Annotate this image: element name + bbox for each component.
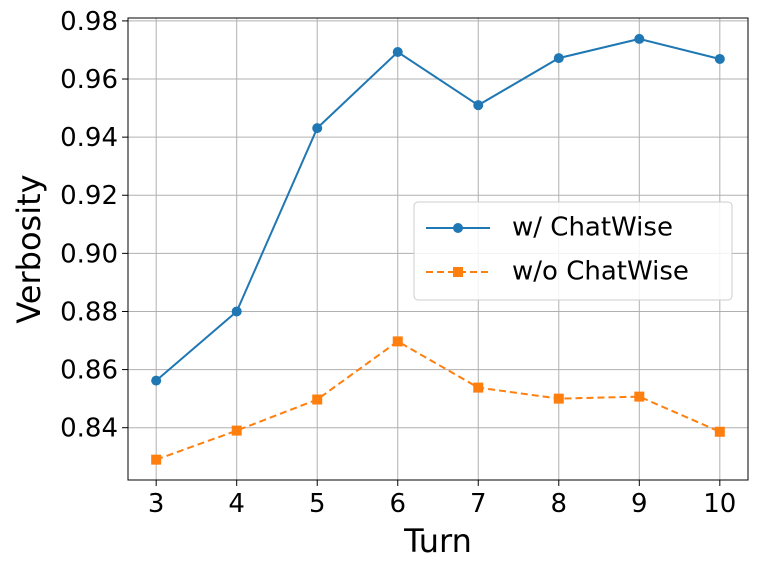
- marker: [553, 53, 564, 64]
- legend-label: w/ ChatWise: [512, 213, 673, 243]
- x-tick-label: 8: [551, 489, 568, 519]
- marker: [634, 391, 645, 402]
- marker: [553, 393, 564, 404]
- marker: [151, 454, 162, 465]
- y-tick-label: 0.90: [60, 239, 118, 269]
- y-tick-label: 0.98: [60, 7, 118, 37]
- x-tick-label: 9: [631, 489, 648, 519]
- marker: [453, 223, 463, 233]
- marker: [473, 382, 484, 393]
- marker: [312, 123, 323, 134]
- marker: [231, 425, 242, 436]
- marker: [453, 267, 463, 277]
- legend: w/ ChatWise w/o ChatWise: [413, 201, 733, 301]
- x-axis-label: Turn: [403, 522, 472, 560]
- series-line: [155, 340, 721, 461]
- marker: [634, 33, 645, 44]
- marker: [714, 426, 725, 437]
- x-tick-label: 3: [148, 489, 165, 519]
- series-line: [155, 37, 721, 382]
- y-tick-label: 0.96: [60, 65, 118, 95]
- marker: [231, 306, 242, 317]
- legend-label: w/o ChatWise: [512, 257, 689, 287]
- plot-frame: [127, 17, 749, 481]
- marker: [473, 100, 484, 111]
- y-tick-label: 0.88: [60, 297, 118, 327]
- marker: [392, 46, 403, 57]
- marker: [714, 53, 725, 64]
- marker: [151, 375, 162, 386]
- x-tick-label: 4: [228, 489, 245, 519]
- y-tick-label: 0.94: [60, 123, 118, 153]
- y-tick-label: 0.86: [60, 356, 118, 386]
- marker: [392, 336, 403, 347]
- y-tick-label: 0.84: [60, 414, 118, 444]
- x-tick-label: 5: [309, 489, 326, 519]
- x-tick-label: 6: [389, 489, 406, 519]
- marker: [312, 394, 323, 405]
- y-axis-label: Verbosity: [10, 174, 48, 323]
- x-tick-label: 10: [703, 489, 736, 519]
- x-tick-label: 7: [470, 489, 487, 519]
- y-tick-label: 0.92: [60, 181, 118, 211]
- legend-box: [413, 201, 733, 301]
